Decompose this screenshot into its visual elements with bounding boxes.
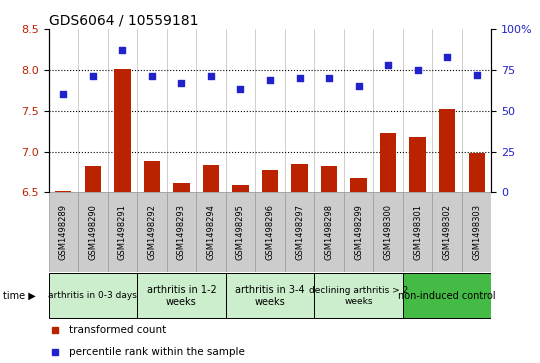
FancyBboxPatch shape xyxy=(226,192,255,272)
Bar xyxy=(262,170,278,192)
Text: arthritis in 0-3 days: arthritis in 0-3 days xyxy=(49,291,137,300)
FancyBboxPatch shape xyxy=(49,273,137,318)
Bar xyxy=(114,69,131,192)
FancyBboxPatch shape xyxy=(137,192,167,272)
Point xyxy=(413,67,422,73)
Bar xyxy=(409,137,426,192)
Text: time ▶: time ▶ xyxy=(3,291,36,301)
Point xyxy=(177,80,186,86)
FancyBboxPatch shape xyxy=(403,273,491,318)
FancyBboxPatch shape xyxy=(137,273,226,318)
FancyBboxPatch shape xyxy=(285,192,314,272)
Text: GSM1498294: GSM1498294 xyxy=(206,204,215,260)
Text: GSM1498301: GSM1498301 xyxy=(413,204,422,260)
Point xyxy=(266,77,274,82)
Bar xyxy=(203,166,219,192)
Text: declining arthritis > 2
weeks: declining arthritis > 2 weeks xyxy=(309,286,408,306)
Text: GSM1498299: GSM1498299 xyxy=(354,204,363,260)
FancyBboxPatch shape xyxy=(344,192,373,272)
FancyBboxPatch shape xyxy=(196,192,226,272)
FancyBboxPatch shape xyxy=(403,192,433,272)
Point xyxy=(89,73,97,79)
Text: percentile rank within the sample: percentile rank within the sample xyxy=(69,347,245,357)
Bar xyxy=(85,166,101,192)
Text: GSM1498289: GSM1498289 xyxy=(59,204,68,260)
FancyBboxPatch shape xyxy=(49,192,78,272)
FancyBboxPatch shape xyxy=(167,192,196,272)
Point xyxy=(354,83,363,89)
Text: transformed count: transformed count xyxy=(69,325,166,335)
Bar xyxy=(469,153,485,192)
Bar xyxy=(173,183,190,192)
Text: GSM1498298: GSM1498298 xyxy=(325,204,334,260)
Text: GSM1498296: GSM1498296 xyxy=(266,204,274,260)
Point xyxy=(325,75,333,81)
Text: GDS6064 / 10559181: GDS6064 / 10559181 xyxy=(49,14,198,28)
Bar xyxy=(439,109,455,192)
Point xyxy=(118,47,127,53)
FancyBboxPatch shape xyxy=(107,192,137,272)
Text: GSM1498302: GSM1498302 xyxy=(443,204,451,260)
FancyBboxPatch shape xyxy=(314,192,344,272)
Bar xyxy=(55,191,71,192)
Point xyxy=(207,73,215,79)
Text: GSM1498293: GSM1498293 xyxy=(177,204,186,260)
Text: arthritis in 3-4
weeks: arthritis in 3-4 weeks xyxy=(235,285,305,307)
Point xyxy=(295,75,304,81)
Bar xyxy=(144,160,160,192)
FancyBboxPatch shape xyxy=(226,273,314,318)
Point xyxy=(384,62,393,68)
Text: GSM1498300: GSM1498300 xyxy=(383,204,393,260)
FancyBboxPatch shape xyxy=(314,273,403,318)
Point xyxy=(443,54,451,60)
Point xyxy=(59,91,68,97)
FancyBboxPatch shape xyxy=(255,192,285,272)
Text: GSM1498303: GSM1498303 xyxy=(472,204,481,260)
Text: GSM1498291: GSM1498291 xyxy=(118,204,127,260)
Point xyxy=(472,72,481,78)
Bar xyxy=(232,185,248,192)
FancyBboxPatch shape xyxy=(433,192,462,272)
Bar xyxy=(321,166,337,192)
Point xyxy=(236,86,245,92)
Point xyxy=(147,73,156,79)
Text: GSM1498292: GSM1498292 xyxy=(147,204,157,260)
FancyBboxPatch shape xyxy=(78,192,107,272)
Text: GSM1498290: GSM1498290 xyxy=(89,204,97,260)
Bar xyxy=(292,164,308,192)
FancyBboxPatch shape xyxy=(462,192,491,272)
Text: arthritis in 1-2
weeks: arthritis in 1-2 weeks xyxy=(146,285,217,307)
Bar xyxy=(380,133,396,192)
Text: GSM1498295: GSM1498295 xyxy=(236,204,245,260)
Bar xyxy=(350,178,367,192)
FancyBboxPatch shape xyxy=(373,192,403,272)
Text: GSM1498297: GSM1498297 xyxy=(295,204,304,260)
Text: non-induced control: non-induced control xyxy=(399,291,496,301)
